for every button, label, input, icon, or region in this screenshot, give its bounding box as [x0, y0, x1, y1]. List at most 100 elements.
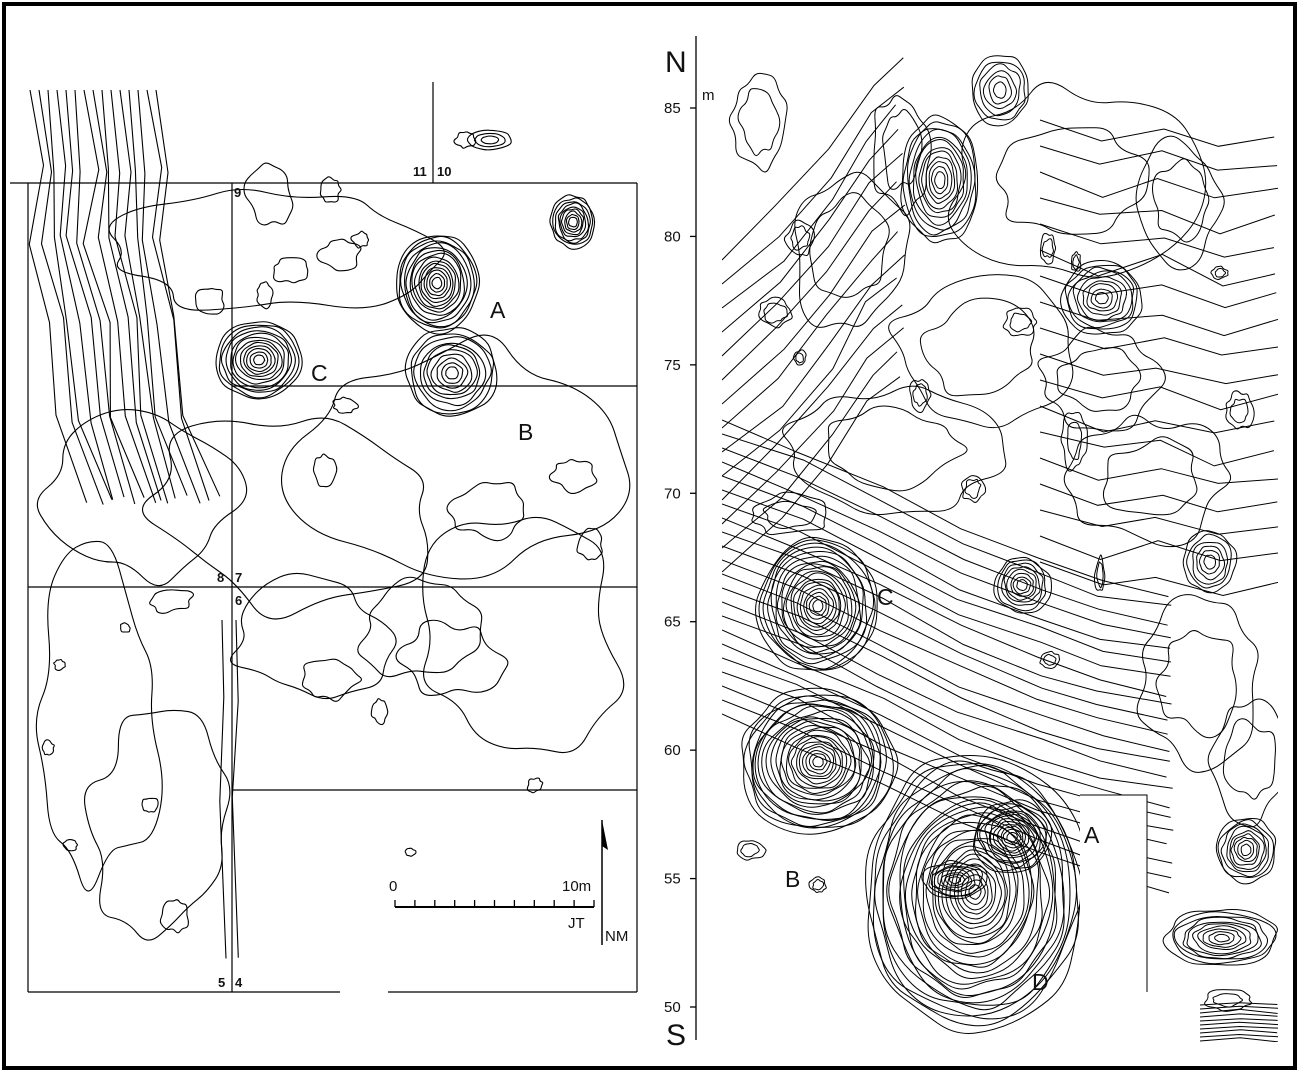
contour-line: [350, 230, 370, 249]
mound-b-contour: [808, 753, 828, 771]
contour-line: [1202, 928, 1242, 948]
mound-b-contour: [802, 746, 835, 777]
contour-line: [36, 409, 248, 587]
contour-line: [1199, 1005, 1278, 1010]
mound-c-contour: [249, 351, 269, 369]
contour-line: [964, 478, 982, 499]
contour-line: [273, 257, 309, 284]
mound-a-contour: [1000, 825, 1024, 849]
small-mound-contour: [564, 210, 583, 233]
contour-line: [722, 304, 903, 501]
contour-line: [997, 559, 1047, 612]
contour-line: [1214, 267, 1227, 278]
contour-line: [737, 88, 781, 156]
contour-line: [961, 475, 987, 503]
contour-line: [395, 619, 509, 696]
contour-line: [1039, 197, 1275, 235]
contour-line: [480, 135, 500, 145]
contour-line: [1182, 916, 1262, 960]
mound-d-contour: [933, 840, 1017, 944]
contour-line: [1039, 457, 1278, 484]
contour-line: [1039, 232, 1057, 265]
slope-contour: [722, 433, 1172, 606]
mound-a-contour: [431, 276, 443, 290]
contour-line: [1039, 561, 1278, 597]
scale-end-label: 10m: [562, 878, 591, 895]
mound-b-contour: [805, 749, 831, 775]
mound-b-contour: [426, 349, 478, 396]
contour-line: [930, 865, 981, 897]
contour-line: [1090, 288, 1113, 309]
contour-line: [763, 302, 789, 324]
contour-line: [988, 75, 1013, 105]
contour-line: [453, 131, 477, 149]
contour-line: [973, 61, 1026, 121]
contour-line: [1229, 398, 1249, 424]
contour-line: [783, 219, 815, 256]
contour-line: [1016, 579, 1028, 591]
contour-line: [1039, 483, 1278, 513]
contour-line: [722, 128, 899, 333]
contour-line: [243, 162, 294, 226]
contour-line: [1009, 312, 1033, 333]
grid-point-10: 10: [437, 164, 451, 179]
contour-line: [1067, 421, 1083, 461]
contour-line: [1233, 836, 1258, 863]
mound-b-contour: [743, 694, 894, 828]
mound-a-contour: [418, 260, 456, 307]
mound-c-contour: [215, 321, 303, 400]
right-contour-lines: [722, 55, 1278, 1042]
contour-line: [722, 153, 903, 357]
slope-contour: [92, 89, 157, 503]
contour-line: [993, 556, 1052, 614]
contour-line: [1186, 533, 1232, 589]
feature-label-a: A: [490, 297, 506, 323]
contour-line: [548, 459, 598, 495]
mound-b-contour: [445, 366, 460, 380]
contour-line: [722, 351, 898, 549]
mound-b-contour: [436, 357, 469, 389]
contour-line: [301, 658, 362, 702]
contour-line: [1135, 135, 1225, 271]
unsurveyed-area: [1080, 794, 1148, 992]
mound-contour: [930, 166, 949, 195]
mound-c-contour: [767, 546, 868, 665]
north-arrow-icon: NM: [601, 820, 628, 945]
contour-line: [1212, 993, 1244, 1008]
survey-grid: [10, 82, 638, 993]
slope-contour: [722, 601, 1167, 778]
contour-line: [1039, 353, 1278, 385]
grid-point-8: 8: [217, 570, 224, 585]
contour-line: [316, 238, 362, 272]
contour-line: [827, 405, 968, 492]
mound-a-contour: [989, 813, 1038, 859]
contour-line: [919, 297, 1035, 397]
contour-line: [1199, 1029, 1278, 1034]
mound-d-contour: [925, 829, 1025, 954]
contour-line: [1214, 933, 1230, 943]
contour-line: [1010, 572, 1034, 597]
mound-b-contour: [780, 726, 857, 796]
contour-line: [792, 349, 807, 366]
slope-contour: [722, 629, 1170, 809]
mound-d-contour: [931, 838, 1019, 946]
contour-line: [1041, 238, 1054, 258]
right-feature-label-b: B: [785, 866, 800, 892]
mound-d-contour: [899, 796, 1056, 996]
mound-contour: [925, 156, 956, 204]
mound-c-contour: [220, 326, 296, 393]
contour-line: [141, 417, 429, 620]
slope-contour: [722, 573, 1170, 752]
slope-contour: [722, 587, 1170, 762]
contour-line: [1056, 347, 1142, 412]
mound-c-contour: [253, 354, 266, 366]
mound-a-contour: [1006, 831, 1018, 843]
slope-contour: [722, 517, 1167, 697]
mound-a-contour: [988, 818, 1035, 856]
mound-b-contour: [410, 333, 495, 415]
mound-a-contour: [426, 269, 448, 297]
contour-line: [473, 132, 506, 148]
contour-line: [422, 516, 625, 754]
contour-line: [795, 352, 804, 364]
contour-line: [1198, 550, 1220, 575]
